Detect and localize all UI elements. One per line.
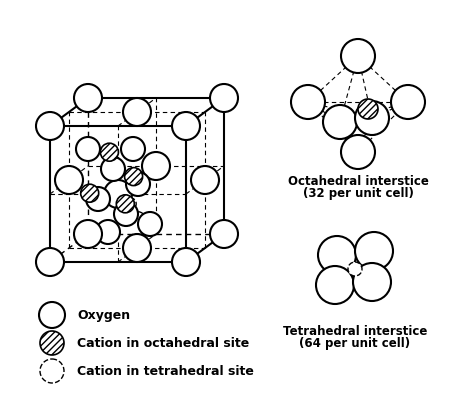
Circle shape (40, 331, 64, 355)
Circle shape (348, 262, 362, 276)
Circle shape (316, 266, 354, 304)
Circle shape (96, 221, 120, 244)
Circle shape (323, 106, 357, 140)
Circle shape (341, 40, 375, 74)
Text: Octahedral interstice: Octahedral interstice (288, 175, 428, 188)
Circle shape (74, 85, 102, 113)
Circle shape (291, 86, 325, 120)
Circle shape (318, 236, 356, 274)
Circle shape (358, 100, 378, 120)
Circle shape (172, 113, 200, 141)
Circle shape (36, 113, 64, 141)
Text: Cation in octahedral site: Cation in octahedral site (77, 337, 249, 350)
Circle shape (40, 359, 64, 383)
Circle shape (100, 144, 118, 162)
Circle shape (114, 202, 138, 226)
Circle shape (391, 86, 425, 120)
Circle shape (341, 136, 375, 170)
Circle shape (123, 235, 151, 262)
Circle shape (104, 180, 132, 209)
Circle shape (124, 198, 136, 210)
Text: Oxygen: Oxygen (77, 309, 130, 322)
Circle shape (101, 158, 125, 182)
Circle shape (76, 138, 100, 161)
Circle shape (210, 221, 238, 248)
Circle shape (39, 302, 65, 328)
Circle shape (121, 138, 145, 161)
Circle shape (126, 173, 150, 197)
Text: (64 per unit cell): (64 per unit cell) (300, 336, 410, 349)
Circle shape (191, 166, 219, 195)
Circle shape (132, 212, 145, 224)
Circle shape (355, 233, 393, 271)
Circle shape (81, 185, 99, 203)
Circle shape (123, 99, 151, 127)
Circle shape (138, 212, 162, 236)
Circle shape (353, 263, 391, 301)
Circle shape (86, 188, 110, 211)
Circle shape (172, 248, 200, 276)
Text: (32 per unit cell): (32 per unit cell) (302, 187, 413, 199)
Circle shape (142, 153, 170, 180)
Circle shape (125, 168, 143, 186)
Circle shape (74, 221, 102, 248)
Circle shape (116, 195, 134, 213)
Circle shape (210, 85, 238, 113)
Circle shape (36, 248, 64, 276)
Circle shape (355, 102, 389, 136)
Text: Tetrahedral interstice: Tetrahedral interstice (283, 324, 427, 337)
Text: Cation in tetrahedral site: Cation in tetrahedral site (77, 365, 254, 377)
Circle shape (55, 166, 83, 195)
